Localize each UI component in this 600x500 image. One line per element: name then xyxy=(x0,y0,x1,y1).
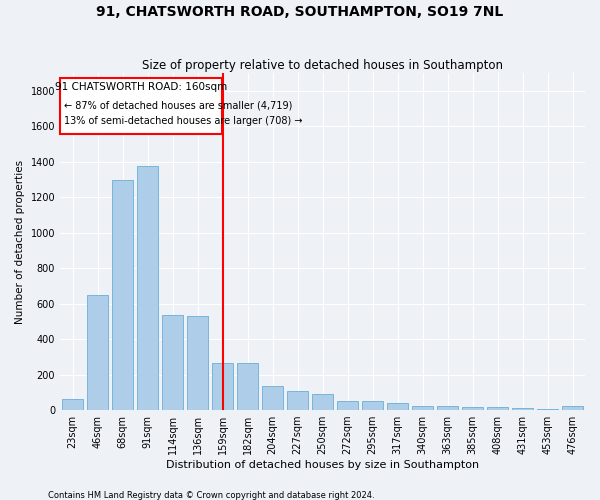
Text: Contains HM Land Registry data © Crown copyright and database right 2024.: Contains HM Land Registry data © Crown c… xyxy=(48,490,374,500)
Bar xyxy=(512,408,533,410)
Bar xyxy=(187,316,208,410)
Bar xyxy=(362,401,383,410)
Bar xyxy=(162,315,183,410)
Bar xyxy=(287,392,308,410)
Bar xyxy=(237,363,258,410)
Text: 91 CHATSWORTH ROAD: 160sqm: 91 CHATSWORTH ROAD: 160sqm xyxy=(55,82,227,92)
Bar xyxy=(462,407,483,410)
Bar xyxy=(62,398,83,410)
Bar xyxy=(487,407,508,410)
Bar xyxy=(412,406,433,410)
X-axis label: Distribution of detached houses by size in Southampton: Distribution of detached houses by size … xyxy=(166,460,479,470)
Bar xyxy=(137,166,158,410)
Bar xyxy=(437,406,458,410)
Bar xyxy=(112,180,133,410)
Y-axis label: Number of detached properties: Number of detached properties xyxy=(15,160,25,324)
Bar xyxy=(212,363,233,410)
Bar xyxy=(337,401,358,410)
Text: ← 87% of detached houses are smaller (4,719): ← 87% of detached houses are smaller (4,… xyxy=(64,100,292,110)
Bar xyxy=(262,386,283,410)
Title: Size of property relative to detached houses in Southampton: Size of property relative to detached ho… xyxy=(142,59,503,72)
Bar xyxy=(87,295,108,410)
Bar xyxy=(387,402,408,410)
Bar xyxy=(537,409,558,410)
FancyBboxPatch shape xyxy=(60,78,222,134)
Bar xyxy=(312,394,333,410)
Text: 13% of semi-detached houses are larger (708) →: 13% of semi-detached houses are larger (… xyxy=(64,116,302,126)
Text: 91, CHATSWORTH ROAD, SOUTHAMPTON, SO19 7NL: 91, CHATSWORTH ROAD, SOUTHAMPTON, SO19 7… xyxy=(97,5,503,19)
Bar xyxy=(562,406,583,410)
